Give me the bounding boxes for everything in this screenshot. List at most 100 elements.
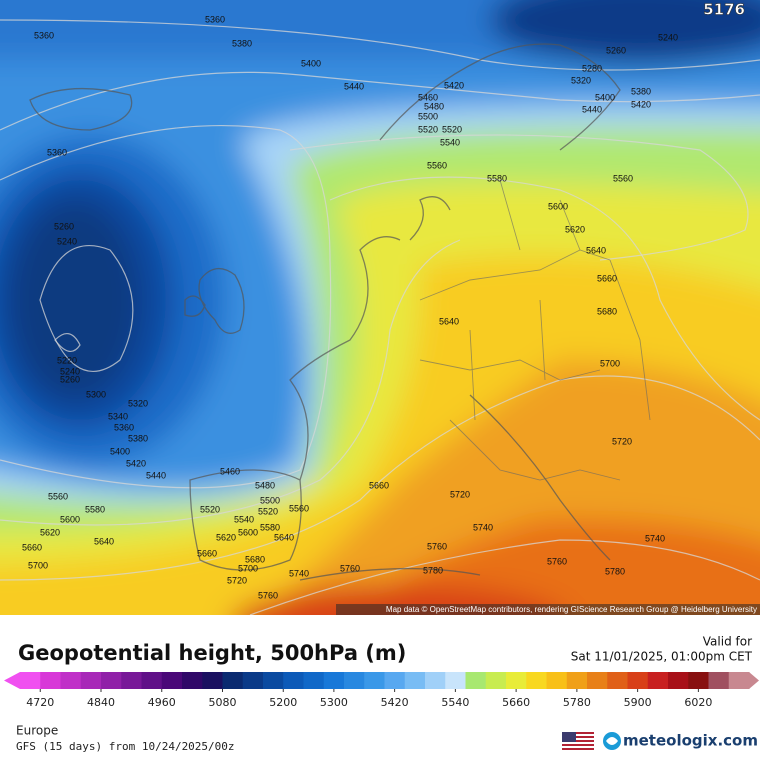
contour-label: 5380 xyxy=(128,433,148,443)
contour-label: 5540 xyxy=(234,514,254,524)
colorbar-segment xyxy=(60,672,82,689)
colorbar-segment xyxy=(101,672,122,689)
contour-label: 5520 xyxy=(442,124,462,134)
brand-logo[interactable]: meteologix.com xyxy=(603,732,758,751)
contour-label: 5260 xyxy=(54,221,74,231)
contour-label: 5400 xyxy=(301,58,321,68)
contour-label: 5760 xyxy=(427,541,447,551)
contour-label: 5600 xyxy=(238,527,258,537)
contour-label: 5420 xyxy=(631,99,651,109)
contour-label: 5740 xyxy=(289,568,309,578)
contour-label: 5640 xyxy=(94,536,114,546)
colorbar-segment xyxy=(222,672,244,689)
contour-label: 5240 xyxy=(60,366,80,376)
colorbar-segment xyxy=(465,672,487,689)
contour-label: 5440 xyxy=(344,81,364,91)
contour-label: 5480 xyxy=(424,101,444,111)
colorbar-segment xyxy=(607,672,628,689)
contour-label: 5460 xyxy=(418,92,438,102)
contour-label: 5360 xyxy=(114,422,134,432)
contour-lines xyxy=(0,19,760,615)
colorbar-segment xyxy=(566,672,588,689)
contour-label: 5660 xyxy=(22,542,42,552)
colorbar-tick-label: 5080 xyxy=(209,696,237,709)
colorbar-segment xyxy=(80,672,102,689)
valid-time: Sat 11/01/2025, 01:00pm CET xyxy=(571,650,753,664)
contour-label: 5480 xyxy=(255,480,275,490)
colorbar-segment xyxy=(202,672,223,689)
colorbar-segment xyxy=(627,672,649,689)
contour-label: 5680 xyxy=(597,306,617,316)
colorbar-segment xyxy=(526,672,547,689)
contour-label: 5700 xyxy=(238,563,258,573)
colorbar-segment xyxy=(647,672,669,689)
colorbar-segment xyxy=(708,672,730,689)
contour-label: 5640 xyxy=(439,316,459,326)
contour-label: 5460 xyxy=(220,466,240,476)
colorbar-segment xyxy=(445,672,466,689)
legend-title: Geopotential height, 500hPa (m) xyxy=(18,641,406,665)
colorbar-segment xyxy=(425,672,446,689)
colorbar-tick-label: 6020 xyxy=(684,696,712,709)
contour-label: 5520 xyxy=(200,504,220,514)
brand[interactable]: meteologix.com xyxy=(623,732,758,750)
attribution: Map data © OpenStreetMap contributors, r… xyxy=(386,605,757,614)
contour-label: 5520 xyxy=(418,124,438,134)
contour-label: 5380 xyxy=(631,86,651,96)
colorbar-segment xyxy=(384,672,406,689)
colorbar-arrow-low xyxy=(4,672,20,689)
contour-label: 5280 xyxy=(582,63,602,73)
contour-label: 5760 xyxy=(340,563,360,573)
contour-label: 5560 xyxy=(48,491,68,501)
contour-label: 5680 xyxy=(245,554,265,564)
contour-label: 5760 xyxy=(547,556,567,566)
colorbar-tick-label: 5900 xyxy=(624,696,652,709)
contour-label: 5440 xyxy=(582,104,602,114)
colorbar-segment xyxy=(161,672,183,689)
colorbar-segment xyxy=(688,672,709,689)
colorbar-segment xyxy=(485,672,507,689)
contour-label: 5260 xyxy=(606,45,626,55)
contour-label: 5620 xyxy=(40,527,60,537)
region: Europe xyxy=(16,724,58,738)
contour-label: 5260 xyxy=(60,374,80,384)
contour-label: 5240 xyxy=(658,32,678,42)
colorbar-segment xyxy=(242,672,264,689)
contour-label: 5360 xyxy=(205,14,225,24)
borders xyxy=(419,179,651,481)
colorbar-segment xyxy=(263,672,284,689)
colorbar-segment xyxy=(303,672,325,689)
contour-label: 5560 xyxy=(289,503,309,513)
contour-label: 5720 xyxy=(450,489,470,499)
colorbar-segment xyxy=(121,672,142,689)
contour-label: 5320 xyxy=(571,75,591,85)
contour-label: 5620 xyxy=(565,224,585,234)
valid-label: Valid for xyxy=(703,635,752,649)
contour-label: 5580 xyxy=(260,522,280,532)
contour-label: 5400 xyxy=(110,446,130,456)
colorbar-segment xyxy=(587,672,608,689)
contour-label: 5580 xyxy=(85,504,105,514)
contour-label: 5600 xyxy=(548,201,568,211)
contour-label: 5720 xyxy=(612,436,632,446)
contour-label: 5500 xyxy=(260,495,280,505)
contour-label: 5320 xyxy=(128,398,148,408)
contour-label: 5600 xyxy=(60,514,80,524)
contour-label: 5620 xyxy=(216,532,236,542)
contour-label: 5700 xyxy=(600,358,620,368)
us-flag xyxy=(562,732,594,750)
colorbar-tick-label: 4720 xyxy=(26,696,54,709)
contour-label: 5780 xyxy=(423,565,443,575)
colorbar-segment xyxy=(344,672,365,689)
colorbar-tick-label: 5420 xyxy=(381,696,409,709)
colorbar-tick-label: 5540 xyxy=(441,696,469,709)
colorbar-tick-label: 5200 xyxy=(269,696,297,709)
contour-label: 5640 xyxy=(586,245,606,255)
contour-label: 5340 xyxy=(108,411,128,421)
contour-label: 5660 xyxy=(597,273,617,283)
contour-label: 5220 xyxy=(57,355,77,365)
colorbar-segment xyxy=(283,672,304,689)
max-value-label: 5176 xyxy=(703,1,745,19)
